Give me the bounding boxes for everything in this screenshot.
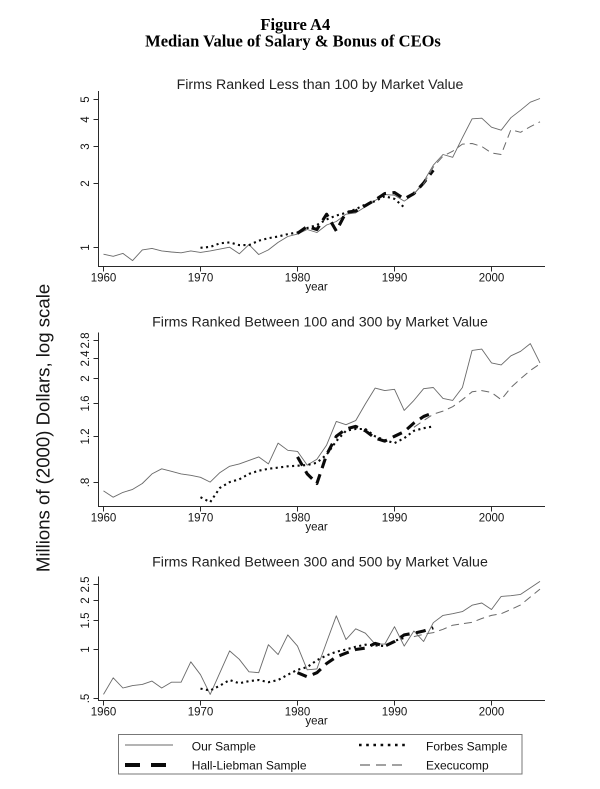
- svg-text:Millions of (2000) Dollars, lo: Millions of (2000) Dollars, log scale: [33, 284, 54, 572]
- svg-text:1: 1: [80, 646, 92, 652]
- svg-text:3: 3: [80, 143, 92, 149]
- svg-text:1970: 1970: [188, 707, 214, 719]
- svg-text:Execucomp: Execucomp: [426, 759, 489, 773]
- svg-text:2: 2: [80, 180, 92, 186]
- svg-text:2: 2: [80, 375, 92, 381]
- svg-text:1.5: 1.5: [80, 613, 92, 629]
- svg-text:Firms Ranked Between 100 and 3: Firms Ranked Between 100 and 300 by Mark…: [152, 315, 488, 331]
- svg-text:1: 1: [80, 244, 92, 250]
- svg-text:year: year: [305, 522, 328, 534]
- svg-text:.5: .5: [80, 694, 92, 704]
- svg-text:1.2: 1.2: [80, 429, 92, 445]
- svg-text:2000: 2000: [479, 273, 505, 285]
- svg-text:1.6: 1.6: [80, 396, 92, 412]
- svg-text:1970: 1970: [188, 273, 214, 285]
- svg-text:year: year: [305, 715, 328, 727]
- svg-text:Forbes Sample: Forbes Sample: [426, 739, 508, 753]
- svg-text:2.4: 2.4: [80, 350, 92, 367]
- svg-text:1990: 1990: [382, 513, 408, 525]
- svg-text:1980: 1980: [285, 513, 311, 525]
- svg-text:Firms Ranked Between 300 and 5: Firms Ranked Between 300 and 500 by Mark…: [152, 555, 488, 571]
- svg-text:2000: 2000: [479, 707, 505, 719]
- svg-text:1990: 1990: [382, 273, 408, 285]
- svg-text:2.5: 2.5: [80, 577, 92, 593]
- svg-text:year: year: [305, 282, 328, 294]
- svg-text:Figure A4: Figure A4: [260, 15, 330, 34]
- svg-text:1960: 1960: [91, 273, 117, 285]
- svg-text:Firms Ranked Less than 100 by: Firms Ranked Less than 100 by Market Val…: [177, 77, 464, 93]
- svg-text:Median Value of Salary & Bonus: Median Value of Salary & Bonus of CEOs: [145, 32, 441, 51]
- svg-text:Hall-Liebman Sample: Hall-Liebman Sample: [192, 759, 307, 773]
- svg-text:5: 5: [80, 96, 92, 102]
- svg-text:Our Sample: Our Sample: [192, 739, 256, 753]
- svg-text:2000: 2000: [479, 513, 505, 525]
- svg-text:1980: 1980: [285, 273, 311, 285]
- svg-text:.8: .8: [80, 478, 92, 488]
- svg-text:1990: 1990: [382, 707, 408, 719]
- svg-text:1970: 1970: [188, 513, 214, 525]
- svg-text:2: 2: [80, 597, 92, 603]
- svg-text:1960: 1960: [91, 707, 117, 719]
- svg-text:2.8: 2.8: [80, 333, 92, 349]
- svg-text:4: 4: [80, 116, 92, 123]
- svg-text:1960: 1960: [91, 513, 117, 525]
- svg-text:1980: 1980: [285, 707, 311, 719]
